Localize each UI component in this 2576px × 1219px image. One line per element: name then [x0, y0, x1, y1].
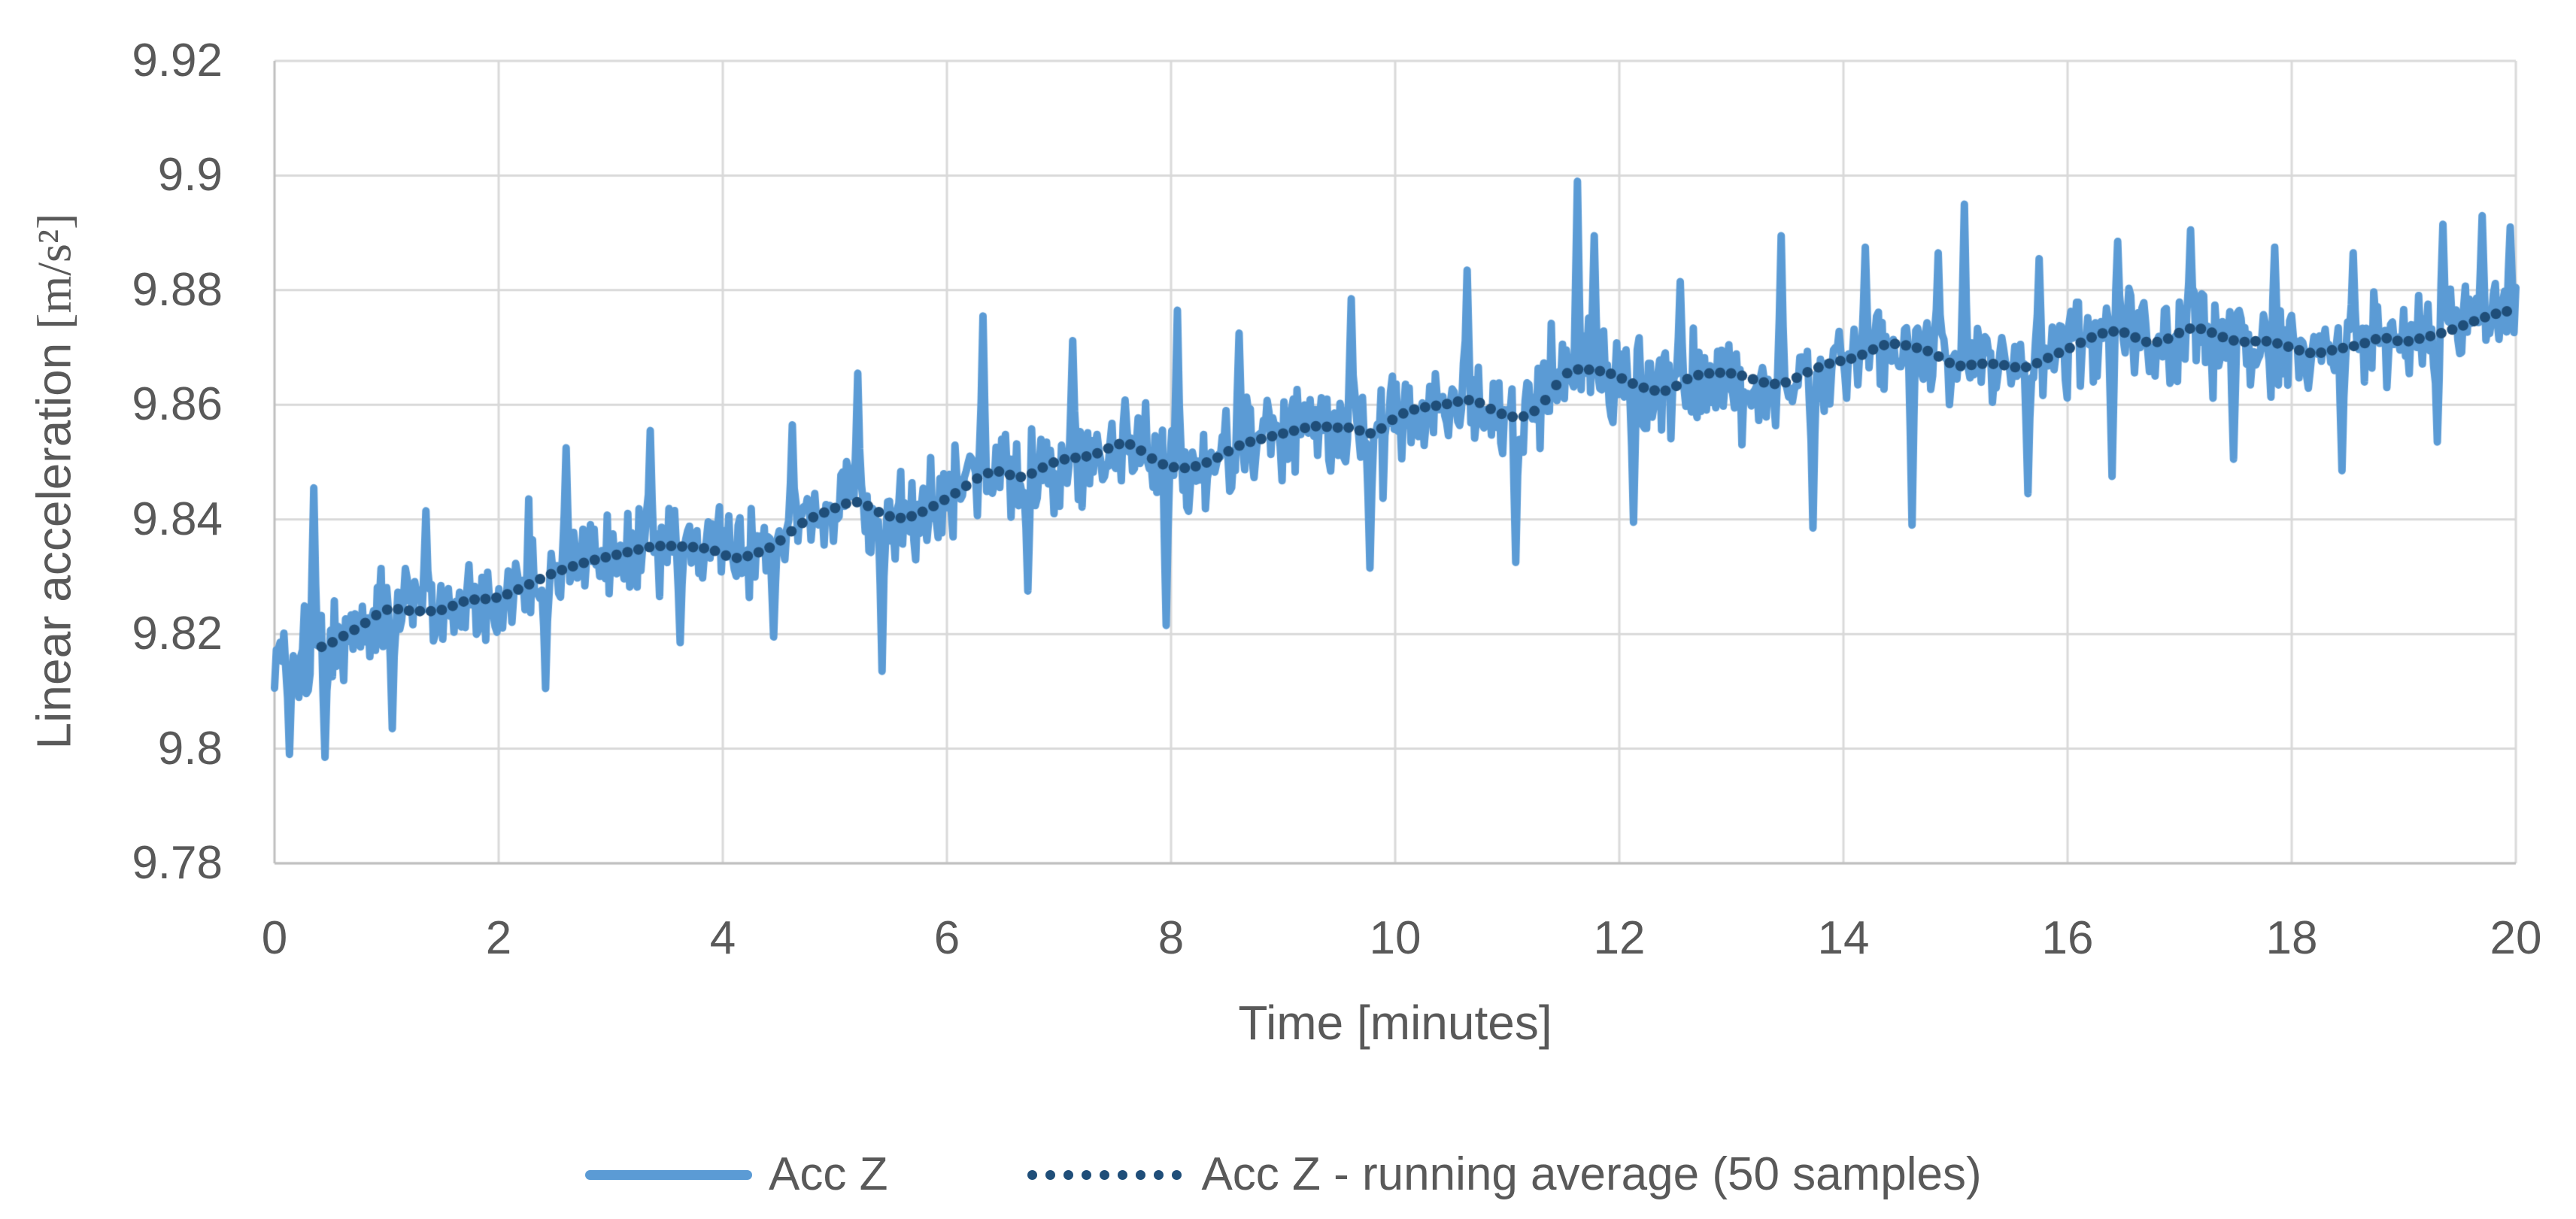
- y-axis-title-unit: [m/s²]: [27, 213, 81, 329]
- y-tick-label: 9.84: [132, 493, 223, 545]
- y-tick-label: 9.82: [132, 608, 223, 660]
- legend-dot: [1063, 1169, 1074, 1180]
- x-tick-label: 6: [933, 912, 960, 964]
- x-tick-label: 14: [1817, 912, 1870, 964]
- legend-dot: [1154, 1169, 1164, 1180]
- x-tick-label: 8: [1158, 912, 1185, 964]
- y-tick-label: 9.8: [157, 722, 223, 775]
- y-axis-title-text: Linear acceleration: [26, 329, 81, 750]
- legend-dot: [1082, 1169, 1092, 1180]
- legend-label-acc-z: Acc Z: [769, 1148, 888, 1200]
- x-tick-label: 16: [2041, 912, 2094, 964]
- legend-dot: [1100, 1169, 1110, 1180]
- x-tick-label: 2: [485, 912, 512, 964]
- y-tick-label: 9.9: [157, 149, 223, 202]
- y-tick-label: 9.92: [132, 35, 223, 86]
- x-tick-label: 4: [709, 912, 736, 964]
- y-tick-label: 9.86: [132, 378, 223, 431]
- y-axis-title: Linear acceleration [m/s²]: [26, 214, 83, 750]
- legend-dot: [1118, 1169, 1128, 1180]
- y-tick-label: 9.88: [132, 263, 223, 316]
- x-tick-label: 18: [2265, 912, 2318, 964]
- legend-dotted-swatch-running-average: [1027, 1169, 1182, 1180]
- legend-label-running-average: Acc Z - running average (50 samples): [1201, 1148, 1982, 1200]
- legend-dot: [1027, 1169, 1038, 1180]
- x-tick-label: 0: [261, 912, 288, 964]
- x-tick-label: 12: [1593, 912, 1646, 964]
- legend-dot: [1172, 1169, 1182, 1180]
- legend-dot: [1136, 1169, 1146, 1180]
- x-tick-label: 20: [2490, 912, 2542, 964]
- legend-line-swatch-acc-z: [585, 1169, 752, 1180]
- chart-legend: Acc Z Acc Z - running average (50 sample…: [585, 1146, 1982, 1203]
- x-axis-title: Time [minutes]: [1238, 996, 1552, 1050]
- legend-dot: [1045, 1169, 1056, 1180]
- x-tick-label: 10: [1369, 912, 1422, 964]
- y-tick-label: 9.78: [132, 837, 223, 889]
